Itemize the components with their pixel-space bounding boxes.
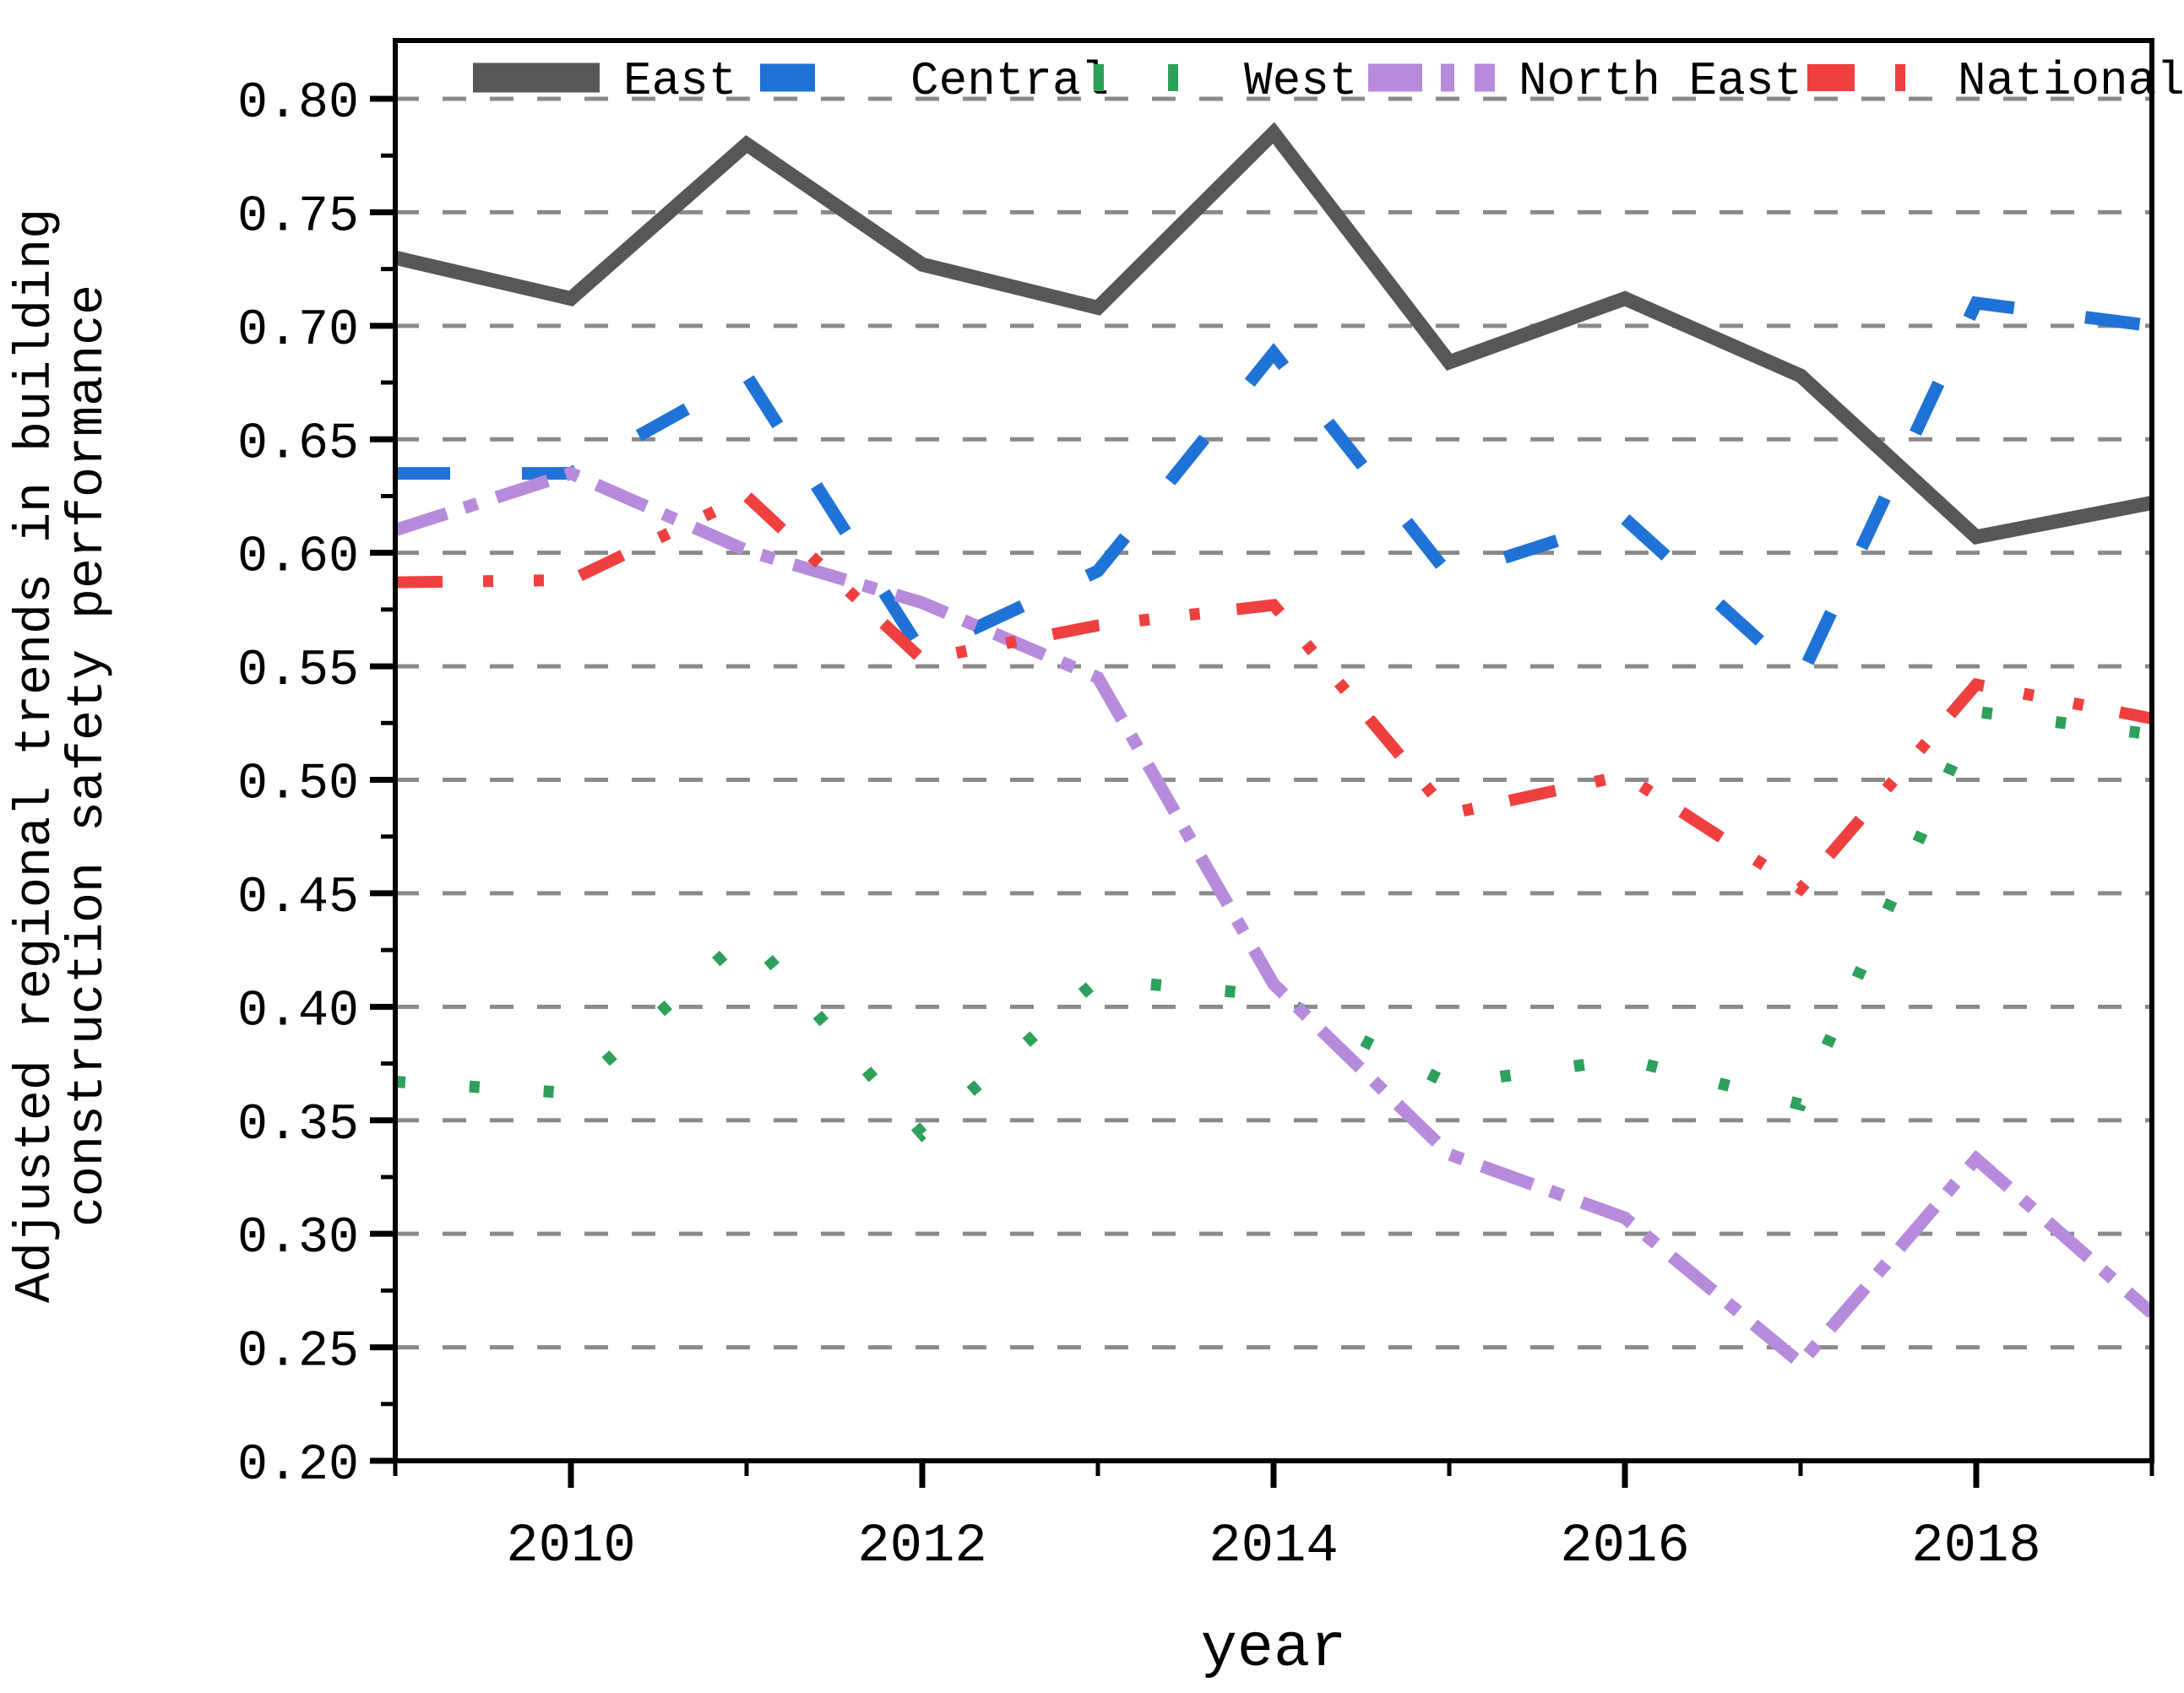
y-axis-label-line1: Adjusted regional trends in building xyxy=(8,209,65,1303)
series-line-north-east xyxy=(395,466,2152,1372)
y-tick-label-0.75: 0.75 xyxy=(237,188,359,246)
series-line-west xyxy=(395,705,2152,1142)
y-tick-label-0.40: 0.40 xyxy=(237,983,359,1040)
x-tick-label-2018: 2018 xyxy=(1911,1517,2041,1577)
legend-item-national: National xyxy=(1807,54,2184,108)
gridlines-group xyxy=(395,96,2152,1350)
y-tick-label-0.65: 0.65 xyxy=(237,415,359,473)
y-tick-label-0.20: 0.20 xyxy=(237,1437,359,1495)
legend-label-north-east: North East xyxy=(1518,54,1802,108)
x-axis-label: year xyxy=(1201,1614,1347,1684)
series-line-east xyxy=(395,122,2152,545)
y-tick-label-0.55: 0.55 xyxy=(237,643,359,700)
y-tick-label-0.70: 0.70 xyxy=(237,302,359,360)
tick-labels-group: 0.80 0.75 0.70 0.65 0.60 0.55 0.50 0.45 0.40 0.35… xyxy=(237,75,2041,1577)
legend-item-north-east: North East xyxy=(1368,54,1802,108)
ticks-group xyxy=(370,95,2154,1488)
y-axis-label-line2: construction safety performance xyxy=(60,285,117,1227)
x-tick-label-2012: 2012 xyxy=(857,1517,987,1577)
legend: East Central West North East National xyxy=(473,54,2184,108)
x-tick-label-2016: 2016 xyxy=(1560,1517,1690,1577)
x-tick-label-2010: 2010 xyxy=(506,1517,636,1577)
legend-item-west: West xyxy=(1094,54,1357,108)
y-tick-label-0.30: 0.30 xyxy=(237,1210,359,1267)
legend-label-central: Central xyxy=(910,54,1109,108)
legend-label-east: East xyxy=(623,54,736,108)
y-tick-label-0.80: 0.80 xyxy=(237,75,359,133)
x-tick-label-2014: 2014 xyxy=(1209,1517,1339,1577)
series-group xyxy=(395,122,2152,1372)
y-tick-label-0.50: 0.50 xyxy=(237,757,359,814)
legend-item-central: Central xyxy=(760,54,1109,108)
series-line-national xyxy=(395,489,2152,897)
plot-border xyxy=(393,38,2154,1463)
legend-item-east: East xyxy=(473,54,736,108)
y-tick-label-0.60: 0.60 xyxy=(237,529,359,587)
legend-label-national: National xyxy=(1958,54,2184,108)
legend-label-west: West xyxy=(1244,54,1357,108)
y-tick-label-0.45: 0.45 xyxy=(237,870,359,927)
y-tick-label-0.25: 0.25 xyxy=(237,1324,359,1381)
y-tick-label-0.35: 0.35 xyxy=(237,1097,359,1154)
series-line-central xyxy=(395,296,2152,688)
